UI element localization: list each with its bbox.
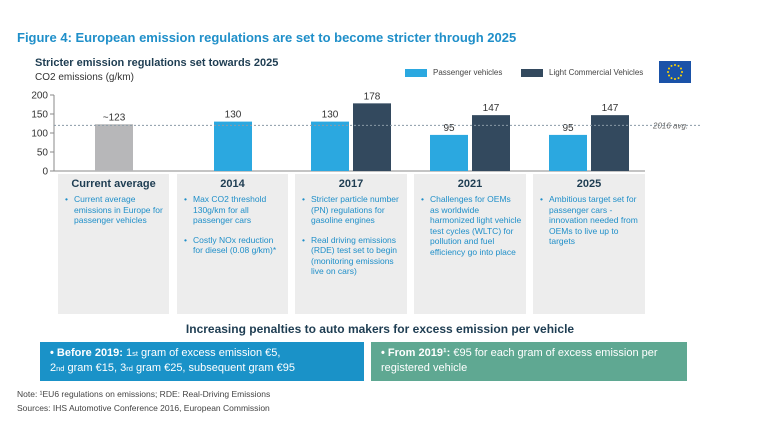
footnote: Note: ¹EU6 regulations on emissions; RDE…	[17, 389, 271, 399]
eu-flag-icon	[659, 61, 691, 83]
penalty-before-t1: gram of excess emission €5,	[138, 347, 281, 359]
panel-2014: 2014 Max CO2 threshold 130g/km for all p…	[177, 174, 288, 314]
panel-2025: 2025 Ambitious target set for passenger …	[533, 174, 645, 314]
bar-value-label: 95	[443, 123, 455, 134]
penalty-after-bullet: •	[381, 347, 385, 359]
bar-chart: 0 50 100 150 200 ~123 130 130 178 95 147 95 147 2016 …	[31, 91, 700, 178]
penalty-after-label: From 2019¹:	[387, 347, 451, 359]
penalty-before-s2: nd	[56, 364, 65, 373]
penalty-before-p1: 1	[126, 347, 133, 359]
chart-subtitle: Stricter emission regulations set toward…	[35, 57, 279, 69]
legend-lcv-swatch	[521, 68, 543, 77]
legend-passenger-label: Passenger vehicles	[433, 68, 503, 77]
panel-current-bullet: Current average emissions in Europe for …	[64, 194, 165, 226]
penalty-before-box: • Before 2019: 1st gram of excess emissi…	[40, 342, 364, 381]
bar-value-label: 178	[364, 91, 381, 102]
penalty-before-label: Before 2019:	[56, 347, 123, 359]
y-axis-unit: CO2 emissions (g/km)	[35, 72, 134, 83]
bar-lcv	[591, 115, 629, 171]
bar-passenger	[430, 134, 468, 171]
bar-value-label: 147	[602, 103, 619, 114]
bar-passenger	[214, 121, 252, 171]
penalty-before-t3: gram €25, subsequent gram €95	[132, 362, 295, 374]
bar-lcv	[472, 115, 510, 171]
y-tick-label: 150	[31, 110, 48, 121]
bar-passenger	[311, 121, 349, 171]
bar-value-label: 130	[322, 110, 339, 121]
penalty-before-bullet: •	[50, 347, 54, 359]
legend-lcv-label: Light Commercial Vehicles	[549, 68, 644, 77]
panel-2017: 2017 Stricter particle number (PN) regul…	[295, 174, 407, 314]
panel-2014-title: 2014	[220, 178, 245, 190]
penalty-after-box: • From 2019¹: €95 for each gram of exces…	[371, 342, 687, 381]
panel-2017-bullet: Real driving emissions (RDE) test set to…	[301, 235, 403, 277]
y-tick-label: 0	[42, 167, 48, 178]
y-tick-label: 100	[31, 129, 48, 140]
bar-passenger	[549, 134, 587, 171]
legend-lcv: Light Commercial Vehicles	[521, 68, 643, 77]
penalty-before-s1: st	[132, 349, 138, 358]
y-tick-label: 200	[31, 91, 48, 102]
panel-2021-bullet: Challenges for OEMs as worldwide harmoni…	[420, 194, 522, 257]
y-tick-label: 50	[37, 148, 49, 159]
bar-lcv	[353, 103, 391, 171]
panel-current-title: Current average	[71, 178, 156, 190]
panel-2017-title: 2017	[338, 178, 364, 190]
panel-2021-title: 2021	[457, 178, 483, 190]
panel-2025-bullet: Ambitious target set for passenger cars …	[539, 194, 641, 247]
bar-value-label: 130	[225, 110, 242, 121]
penalty-before-p2: 2	[50, 362, 57, 374]
bar-value-label: 147	[483, 103, 500, 114]
legend-passenger: Passenger vehicles	[405, 68, 502, 77]
penalty-before-s3: rd	[126, 364, 133, 373]
bar-value-label: 95	[562, 123, 574, 134]
penalty-before-t2: gram €15,	[64, 362, 121, 374]
panel-2025-title: 2025	[576, 178, 602, 190]
panel-2014-bullet: Max CO2 threshold 130g/km for all passen…	[183, 194, 284, 226]
bar-passenger	[95, 124, 133, 171]
penalty-before-p3: 3	[120, 362, 127, 374]
panel-current: Current average Current average emission…	[58, 174, 169, 314]
bar-value-label: ~123	[103, 112, 126, 123]
figure-title: Figure 4: European emission regulations …	[17, 30, 517, 45]
sources: Sources: IHS Automotive Conference 2016,…	[17, 403, 270, 413]
reference-line-label: 2016 avg.	[652, 121, 688, 130]
panel-2021: 2021 Challenges for OEMs as worldwide ha…	[414, 174, 526, 314]
penalty-after-text: €95 for each gram of excess emission per…	[381, 347, 658, 374]
penalty-title: Increasing penalties to auto makers for …	[185, 322, 575, 336]
panel-2014-bullet: Costly NOx reduction for diesel (0.08 g/…	[183, 235, 284, 256]
legend-passenger-swatch	[405, 68, 427, 77]
panel-2017-bullet: Stricter particle number (PN) regulation…	[301, 194, 403, 226]
